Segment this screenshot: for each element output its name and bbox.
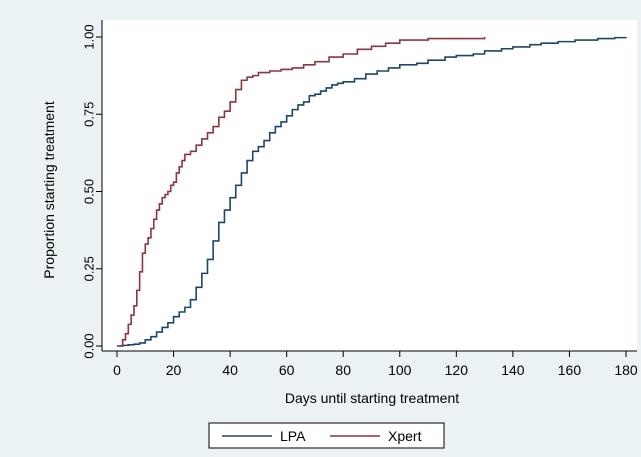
legend: LPA Xpert — [208, 422, 445, 449]
series-line-lpa — [117, 36, 627, 347]
y-tick-label: 0.75 — [82, 102, 97, 127]
x-axis-label: Days until starting treatment — [285, 390, 459, 406]
y-tick-label: 1.00 — [82, 24, 97, 49]
x-tick-label: 180 — [614, 362, 638, 378]
legend-label-xpert: Xpert — [388, 428, 422, 444]
x-tick-label: 120 — [445, 362, 469, 378]
x-tick-label: 100 — [388, 362, 412, 378]
series-layer — [117, 36, 627, 347]
series-line-xpert — [119, 37, 486, 347]
x-tick-label: 80 — [335, 362, 351, 378]
y-tick-label: 0.25 — [82, 256, 97, 281]
y-tick-label: 0.50 — [82, 179, 97, 204]
x-tick-label: 40 — [222, 362, 238, 378]
legend-label-lpa: LPA — [280, 428, 306, 444]
x-axis: 0 20 40 60 80 100 120 140 160 180 — [102, 350, 638, 378]
x-tick-label: 60 — [279, 362, 295, 378]
y-tick-label: 0.00 — [82, 333, 97, 358]
y-axis: 0.00 0.25 0.50 0.75 1.00 — [82, 20, 103, 359]
x-tick-label: 20 — [166, 362, 182, 378]
plot-panel — [102, 20, 637, 351]
x-tick-label: 160 — [558, 362, 582, 378]
x-tick-label: 140 — [501, 362, 525, 378]
y-axis-label: Proportion starting treatment — [41, 101, 57, 279]
x-tick-label: 0 — [113, 362, 121, 378]
